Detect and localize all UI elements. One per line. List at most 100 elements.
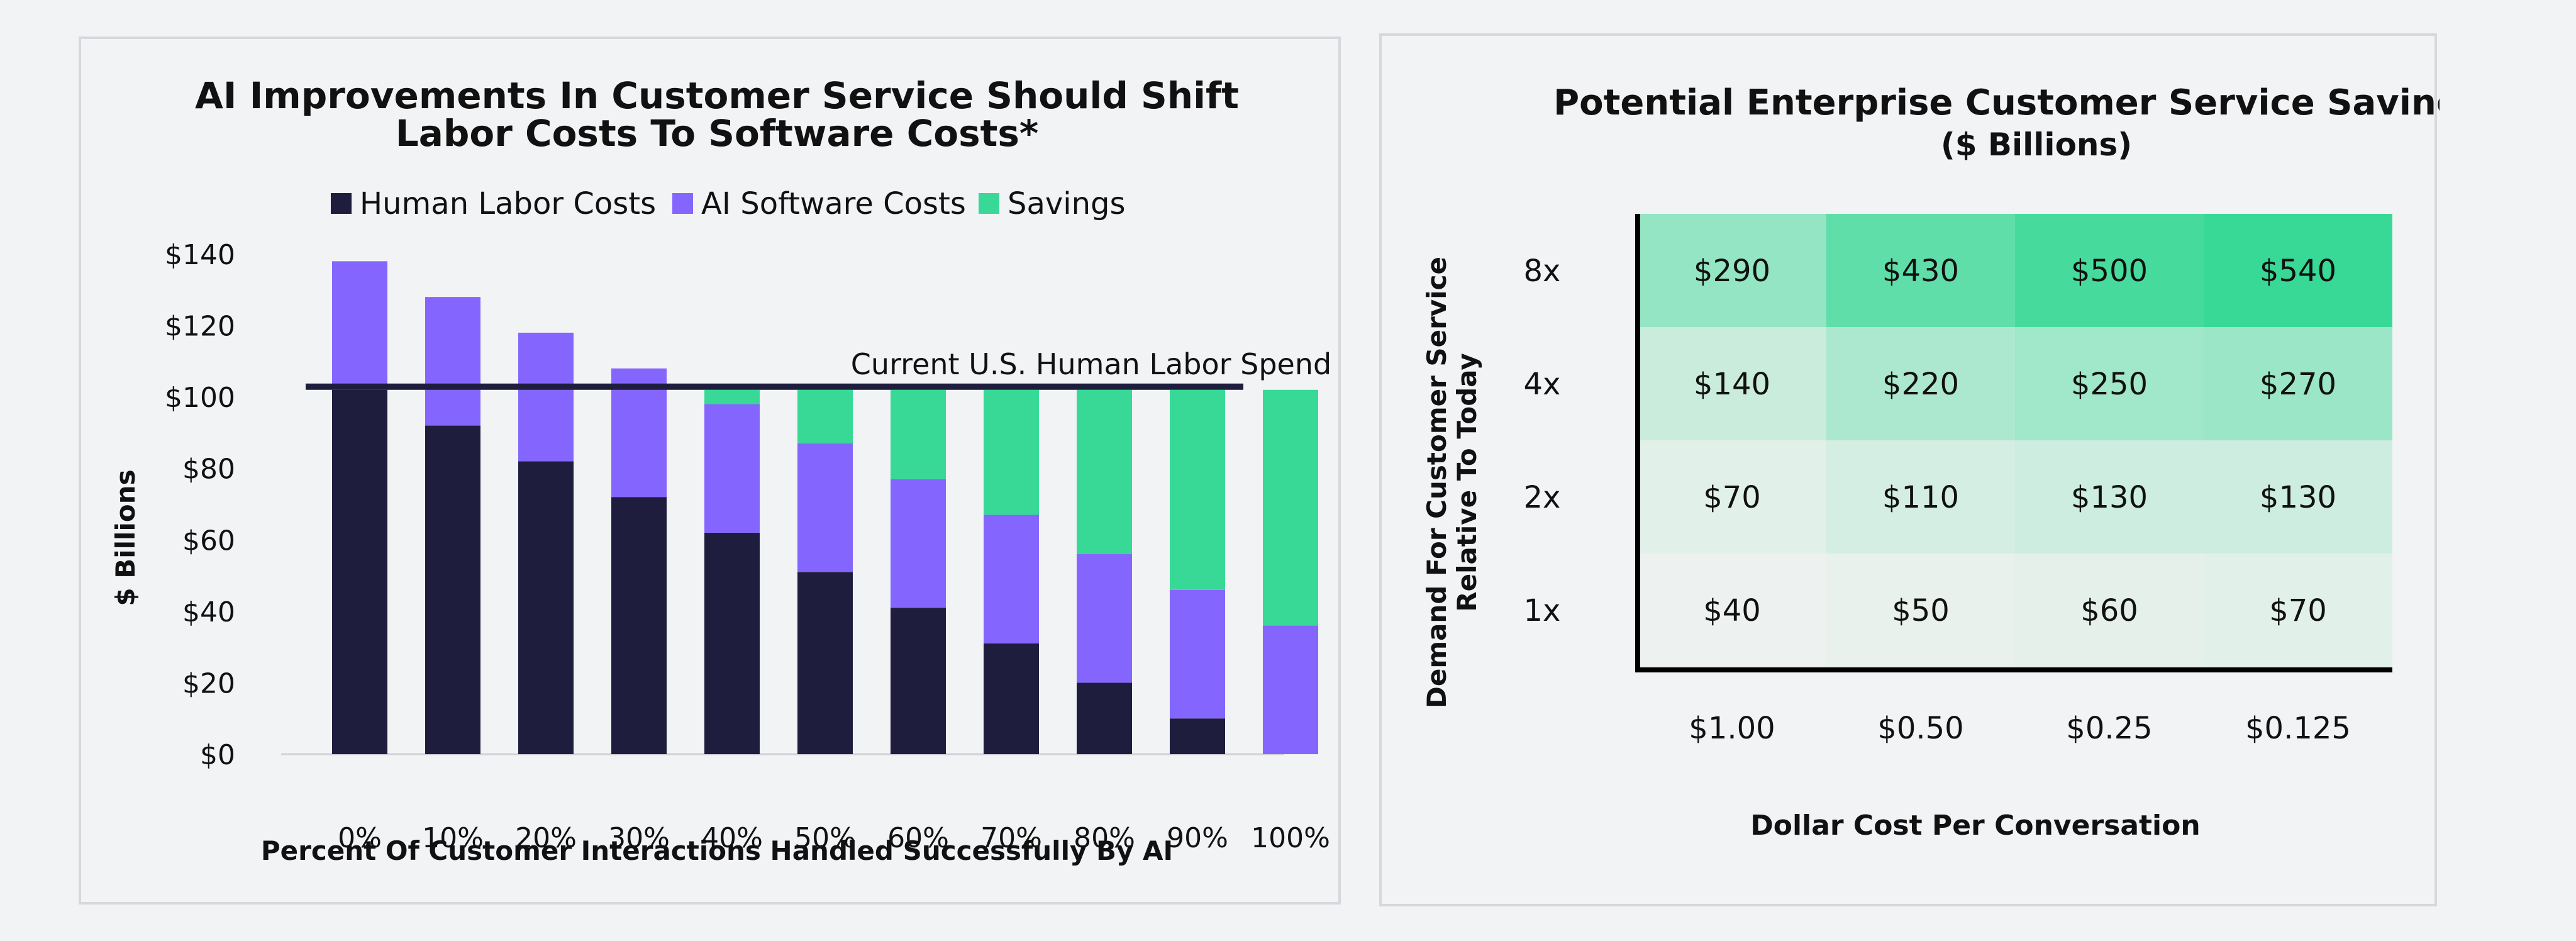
heatmap-column-labels: $1.00 $0.50 $0.25 $0.125 [1689,711,2351,746]
stacked-bar-chart-panel: AI Improvements In Customer Service Shou… [79,36,1341,905]
x-axis: 0% 10% 20% 30% 40% 50% 60% 70% 80% 90% 100% [338,822,1330,854]
x-tick-label: 90% [1167,822,1228,854]
y-tick-label: $60 [182,525,235,557]
heatmap-cell [1638,440,1826,554]
bar-savings-8 [1077,389,1132,554]
bar-ai-software-costs-2 [518,332,574,462]
heatmap-cell [2015,214,2204,327]
heatmap-cell-label: $140 [1694,367,1770,402]
bar-ai-software-costs-7 [984,515,1039,643]
x-tick-label: 60% [887,822,949,854]
bar-human-labor-costs-1 [425,425,480,754]
y-tick-label: $140 [165,239,235,271]
heatmap-cell-label: $220 [1882,367,1959,402]
heatmap-cell-label: $60 [2080,593,2138,628]
heatmap-row-label: 4x [1524,367,1561,402]
heatmap-cell [2015,327,2204,440]
heatmap-cell [1826,440,2015,554]
stacked-bar-chart: AI Improvements In Customer Service Shou… [110,74,1331,866]
heatmap-row-label: 2x [1524,480,1561,515]
bar-savings-6 [891,389,946,479]
bar-savings-5 [797,389,853,443]
heatmap-cell-label: $500 [2071,253,2148,289]
heatmap-cell-label: $270 [2260,367,2336,402]
heatmap-row-labels: 8x 4x 2x 1x [1524,253,1561,628]
heatmap-cell [2204,440,2392,554]
x-tick-label: 0% [338,822,382,854]
heatmap-title: Potential Enterprise Customer Service Sa… [1553,82,2440,123]
bar-human-labor-costs-5 [797,572,853,754]
x-tick-label: 10% [422,822,484,854]
heatmap-cell-label: $50 [1892,593,1950,628]
legend-swatch-1 [672,193,693,214]
y-axis-label: $ Billions [110,469,141,606]
bar-savings-9 [1170,389,1225,590]
bar-human-labor-costs-7 [984,643,1039,754]
x-tick-label: 40% [701,822,763,854]
x-axis-label: Percent Of Customer Interactions Handled… [261,835,1173,866]
heatmap-cell-label: $40 [1703,593,1761,628]
heatmap-row-label: 8x [1524,253,1561,289]
heatmap-cell-label: $540 [2260,253,2336,289]
y-tick-label: $80 [182,454,235,486]
bar-ai-software-costs-10 [1263,625,1318,754]
heatmap-cell-label: $130 [2071,480,2148,515]
heatmap-column-label: $0.50 [1877,711,1963,746]
heatmap-column-label: $0.25 [2066,711,2152,746]
heatmap-cell [1826,214,2015,327]
heatmap-cell-label: $430 [1882,253,1959,289]
heatmap-y-label-line-2: Relative To Today [1452,353,1482,612]
heatmap-panel: Potential Enterprise Customer Service Sa… [1379,33,2440,906]
legend-label-2: Savings [1008,186,1126,221]
heatmap-cell [2204,327,2392,440]
heatmap-cell [1638,554,1826,667]
heatmap-cell [2204,214,2392,327]
y-tick-label: $20 [182,667,235,699]
bar-human-labor-costs-3 [611,497,667,754]
legend-swatch-2 [979,193,999,214]
heatmap-subtitle: ($ Billions) [1941,126,2132,163]
heatmap-cell [2204,554,2392,667]
heatmap-cell [1638,327,1826,440]
legend-swatch-0 [331,193,352,214]
heatmap-cell [1826,327,2015,440]
heatmap-column-label: $0.125 [2245,711,2351,746]
y-tick-label: $40 [182,596,235,628]
heatmap-cell [2015,440,2204,554]
chart-title-line-1: AI Improvements In Customer Service Shou… [195,74,1239,117]
bar-human-labor-costs-8 [1077,682,1132,754]
x-tick-label: 70% [980,822,1042,854]
bar-ai-software-costs-4 [704,404,760,533]
y-axis: $0 $20 $40 $60 $80 $100 $120 $140 [165,239,235,771]
bar-ai-software-costs-5 [797,443,853,572]
bar-ai-software-costs-1 [425,297,480,426]
heatmap-cell-label: $70 [1703,480,1761,515]
y-tick-label: $0 [200,739,235,771]
heatmap-cell-label: $250 [2071,367,2148,402]
x-tick-label: 30% [608,822,670,854]
heatmap-column-label: $1.00 [1689,711,1775,746]
bar-human-labor-costs-9 [1170,718,1225,754]
y-tick-label: $120 [165,311,235,343]
bar-human-labor-costs-2 [518,461,574,754]
x-tick-label: 20% [515,822,577,854]
legend-label-0: Human Labor Costs [360,186,656,221]
bar-savings-7 [984,389,1039,515]
heatmap-x-label: Dollar Cost Per Conversation [1750,810,2200,842]
heatmap-cell [1638,214,1826,327]
y-tick-label: $100 [165,382,235,414]
bar-human-labor-costs-4 [704,532,760,754]
heatmap-cell-label: $290 [1694,253,1770,289]
bar-savings-10 [1263,389,1318,626]
bar-human-labor-costs-0 [332,389,387,754]
chart-legend: Human Labor Costs AI Software Costs Saving… [331,186,1126,221]
bar-savings-4 [704,389,760,404]
bar-ai-software-costs-9 [1170,589,1225,719]
chart-title-line-2: Labor Costs To Software Costs* [396,112,1038,155]
heatmap-cell-label: $110 [1882,480,1959,515]
legend-label-1: AI Software Costs [701,186,966,221]
heatmap-cell [2015,554,2204,667]
heatmap-cell [1826,554,2015,667]
x-tick-label: 100% [1251,822,1330,854]
bar-human-labor-costs-6 [891,608,946,754]
